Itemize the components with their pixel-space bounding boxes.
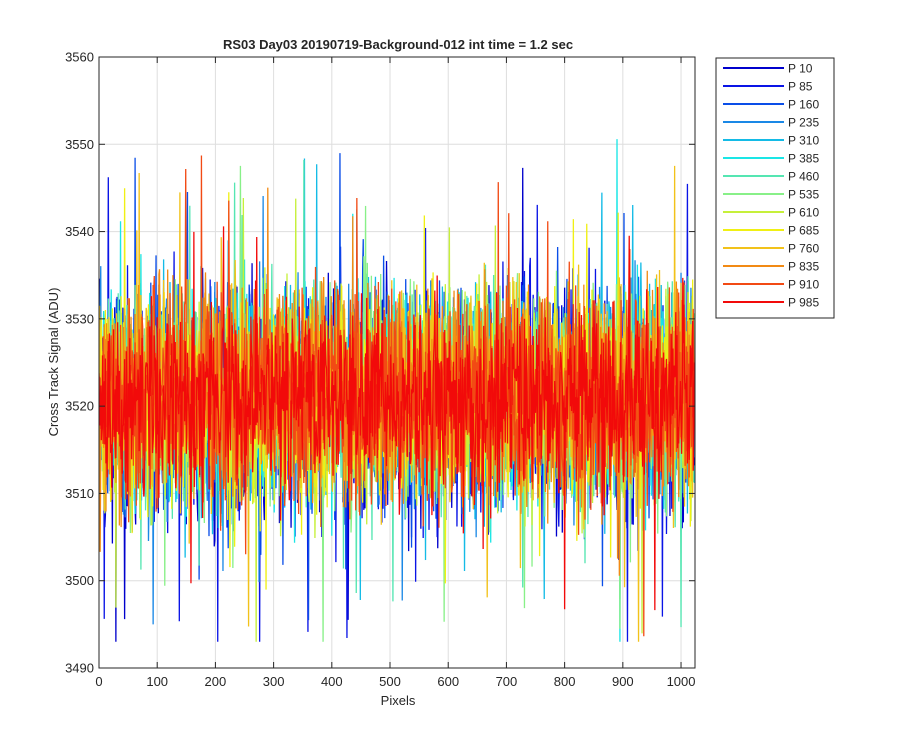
legend-label: P 535 xyxy=(788,188,819,202)
x-tick-label: 600 xyxy=(437,674,459,689)
x-tick-label: 700 xyxy=(496,674,518,689)
y-tick-label: 3510 xyxy=(65,486,94,501)
legend-box xyxy=(715,57,835,319)
legend-label: P 985 xyxy=(788,296,819,310)
y-tick-label: 3520 xyxy=(65,399,94,414)
y-tick-label: 3560 xyxy=(65,50,94,65)
legend-label: P 85 xyxy=(788,80,813,94)
x-tick-label: 0 xyxy=(95,674,102,689)
x-axis-label: Pixels xyxy=(381,693,416,708)
legend-label: P 235 xyxy=(788,116,819,130)
y-tick-label: 3490 xyxy=(65,661,94,676)
x-tick-label: 100 xyxy=(146,674,168,689)
y-tick-label: 3500 xyxy=(65,573,94,588)
legend-label: P 160 xyxy=(788,98,819,112)
series-line-p985 xyxy=(99,226,695,611)
chart-title: RS03 Day03 20190719-Background-012 int t… xyxy=(223,37,573,52)
x-tick-label: 300 xyxy=(263,674,285,689)
x-tick-label: 200 xyxy=(205,674,227,689)
x-tick-label: 1000 xyxy=(667,674,696,689)
y-tick-label: 3550 xyxy=(65,137,94,152)
y-tick-label: 3540 xyxy=(65,224,94,239)
legend-label: P 610 xyxy=(788,206,819,220)
legend-label: P 760 xyxy=(788,242,819,256)
plot-frame xyxy=(98,56,696,669)
legend-label: P 385 xyxy=(788,152,819,166)
legend-label: P 685 xyxy=(788,224,819,238)
legend-label: P 835 xyxy=(788,260,819,274)
legend-label: P 910 xyxy=(788,278,819,292)
x-tick-label: 800 xyxy=(554,674,576,689)
plot-series xyxy=(99,139,695,642)
x-tick-label: 500 xyxy=(379,674,401,689)
legend-label: P 310 xyxy=(788,134,819,148)
legend: P 10 P 85 P 160 P 235 P 310 P 385 P 460 P 535 P … xyxy=(715,57,835,319)
legend-label: P 460 xyxy=(788,170,819,184)
axes: 0 100 200 300 400 500 600 700 800 900 1000 3490 3500… xyxy=(65,50,696,689)
legend-label: P 10 xyxy=(788,62,813,76)
y-tick-label: 3530 xyxy=(65,311,94,326)
x-tick-label: 900 xyxy=(612,674,634,689)
y-axis-label: Cross Track Signal (ADU) xyxy=(46,288,61,437)
x-tick-label: 400 xyxy=(321,674,343,689)
